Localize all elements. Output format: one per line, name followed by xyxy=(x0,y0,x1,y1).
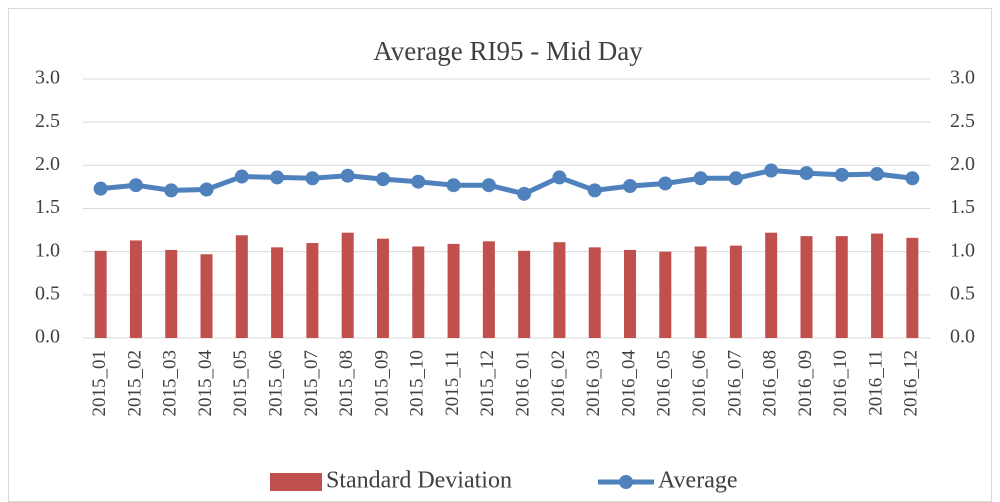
x-tick-label: 2015_05 xyxy=(230,350,251,417)
x-tick-label: 2015_09 xyxy=(371,350,392,417)
bar xyxy=(200,254,213,338)
bar xyxy=(906,237,919,338)
bar xyxy=(165,249,178,338)
bar xyxy=(376,238,389,338)
bar xyxy=(518,250,531,338)
bar xyxy=(624,249,637,338)
y2-tick-label: 1.0 xyxy=(950,239,975,261)
bar xyxy=(765,232,778,338)
y-tick-label: 0.0 xyxy=(35,326,60,348)
bar xyxy=(553,242,566,338)
line-marker xyxy=(623,179,638,194)
x-tick-label: 2015_07 xyxy=(301,350,322,417)
x-tick-label: 2015_02 xyxy=(124,350,145,417)
x-tick-label: 2016_11 xyxy=(865,350,886,416)
line-marker xyxy=(481,178,496,193)
line-marker xyxy=(446,178,461,193)
x-tick-label: 2016_05 xyxy=(654,350,675,417)
line-marker xyxy=(411,174,426,189)
bar xyxy=(235,235,248,338)
bar xyxy=(659,251,672,338)
line-marker xyxy=(552,170,567,185)
bar xyxy=(341,232,354,338)
bar xyxy=(94,250,107,338)
y2-tick-label: 2.5 xyxy=(950,110,975,132)
line-marker xyxy=(270,170,285,185)
line-marker xyxy=(834,167,849,182)
y2-tick-label: 2.0 xyxy=(950,153,975,175)
line-marker xyxy=(587,183,602,198)
x-tick-label: 2016_07 xyxy=(724,350,745,417)
y2-tick-label: 3.0 xyxy=(950,67,975,89)
legend-label: Standard Deviation xyxy=(326,468,512,494)
x-tick-label: 2016_06 xyxy=(689,350,710,417)
y2-tick-label: 1.5 xyxy=(950,196,975,218)
bar xyxy=(729,245,742,338)
bar xyxy=(306,243,319,338)
y-tick-label: 1.5 xyxy=(35,196,60,218)
x-tick-label: 2016_09 xyxy=(795,350,816,417)
line-marker xyxy=(93,181,108,196)
bar xyxy=(694,246,707,338)
bar xyxy=(835,236,848,338)
x-tick-label: 2015_11 xyxy=(442,350,463,416)
x-tick-label: 2015_04 xyxy=(195,350,216,417)
x-tick-label: 2015_12 xyxy=(477,350,498,417)
x-tick-label: 2016_12 xyxy=(901,350,922,417)
line-marker xyxy=(234,169,249,184)
x-tick-label: 2016_08 xyxy=(760,350,781,417)
bar xyxy=(800,236,813,338)
chart-title: Average RI95 - Mid Day xyxy=(373,36,643,66)
y-tick-label: 3.0 xyxy=(35,67,60,89)
line-marker xyxy=(870,166,885,181)
legend-swatch xyxy=(270,473,322,491)
bar xyxy=(871,233,884,338)
y-tick-label: 0.5 xyxy=(35,282,60,304)
x-tick-label: 2016_10 xyxy=(830,350,851,417)
y2-tick-label: 0.5 xyxy=(950,282,975,304)
line-marker xyxy=(905,171,920,186)
line-marker xyxy=(164,183,179,198)
bar xyxy=(412,246,425,338)
line-marker xyxy=(340,168,355,183)
bar xyxy=(447,243,460,338)
y2-tick-label: 0.0 xyxy=(950,326,975,348)
y-tick-label: 2.0 xyxy=(35,153,60,175)
line-marker xyxy=(305,171,320,186)
line-marker xyxy=(658,176,673,191)
bar xyxy=(129,240,142,338)
x-tick-label: 2016_01 xyxy=(513,350,534,417)
x-tick-label: 2015_06 xyxy=(265,350,286,417)
x-tick-label: 2015_10 xyxy=(407,350,428,417)
line-marker xyxy=(764,163,779,178)
x-tick-label: 2015_01 xyxy=(89,350,110,417)
line-marker xyxy=(199,182,214,197)
line-marker xyxy=(799,166,814,181)
line-marker xyxy=(128,178,143,193)
bar xyxy=(588,247,601,338)
legend-label: Average xyxy=(658,468,738,494)
x-tick-label: 2016_02 xyxy=(548,350,569,417)
x-tick-label: 2015_03 xyxy=(160,350,181,417)
line-marker xyxy=(693,171,708,186)
line-marker xyxy=(728,171,743,186)
line-marker xyxy=(517,186,532,201)
bar xyxy=(271,247,284,338)
legend-marker xyxy=(619,475,633,489)
x-tick-label: 2016_04 xyxy=(618,350,639,417)
y-tick-label: 2.5 xyxy=(35,110,60,132)
x-tick-label: 2015_08 xyxy=(336,350,357,417)
x-tick-label: 2016_03 xyxy=(583,350,604,417)
bar xyxy=(482,241,495,338)
line-marker xyxy=(375,172,390,187)
y-tick-label: 1.0 xyxy=(35,239,60,261)
